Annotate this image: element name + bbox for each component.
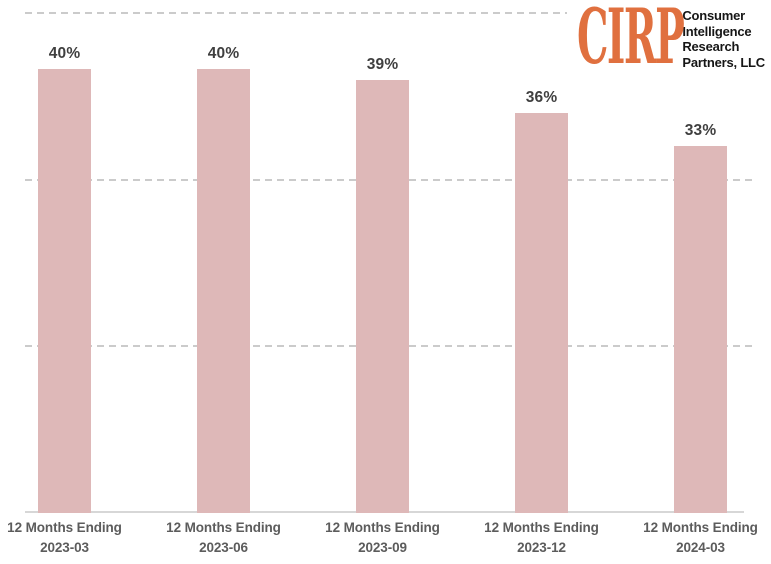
cirp-logo: CIRP Consumer Intelligence Research Part… <box>567 0 767 75</box>
logo-caption-line: Partners, LLC <box>682 54 765 70</box>
cirp-logo-caption: Consumer Intelligence Research Partners,… <box>682 5 765 70</box>
x-axis-category-label: 12 Months Ending 2023-09 <box>303 518 463 558</box>
category-label-line1: 12 Months Ending <box>7 520 122 535</box>
category-label-line2: 2023-03 <box>40 540 89 555</box>
gridline <box>25 12 752 14</box>
logo-caption-line: Research <box>682 39 740 54</box>
cirp-logo-acronym: CIRP <box>577 0 685 81</box>
x-axis-category-label: 12 Months Ending 2023-12 <box>462 518 622 558</box>
category-label-line2: 2023-09 <box>358 540 407 555</box>
category-label-line2: 2023-06 <box>199 540 248 555</box>
bar-value-label: 39% <box>366 55 399 73</box>
bar-value-label: 33% <box>684 122 717 140</box>
category-label-line2: 2024-03 <box>676 540 725 555</box>
bar <box>197 68 250 513</box>
bar <box>356 79 409 513</box>
category-label-line1: 12 Months Ending <box>166 520 281 535</box>
x-axis-category-label: 12 Months Ending 2024-03 <box>621 518 771 558</box>
category-label-line2: 2023-12 <box>517 540 566 555</box>
cirp-logo-mark: CIRP <box>577 0 685 75</box>
logo-caption-line: Intelligence <box>682 23 752 39</box>
category-label-line1: 12 Months Ending <box>643 520 758 535</box>
bar <box>674 146 727 513</box>
bar <box>515 113 568 513</box>
bar-value-label: 40% <box>207 44 240 62</box>
bar <box>38 68 91 513</box>
bar-value-label: 40% <box>48 44 81 62</box>
bar-value-label: 36% <box>525 89 558 106</box>
x-axis-category-label: 12 Months Ending 2023-03 <box>0 518 145 558</box>
category-label-line1: 12 Months Ending <box>484 520 599 535</box>
category-label-line1: 12 Months Ending <box>325 520 440 535</box>
logo-caption-line: Consumer <box>682 8 746 23</box>
x-axis-category-label: 12 Months Ending 2023-06 <box>144 518 304 558</box>
